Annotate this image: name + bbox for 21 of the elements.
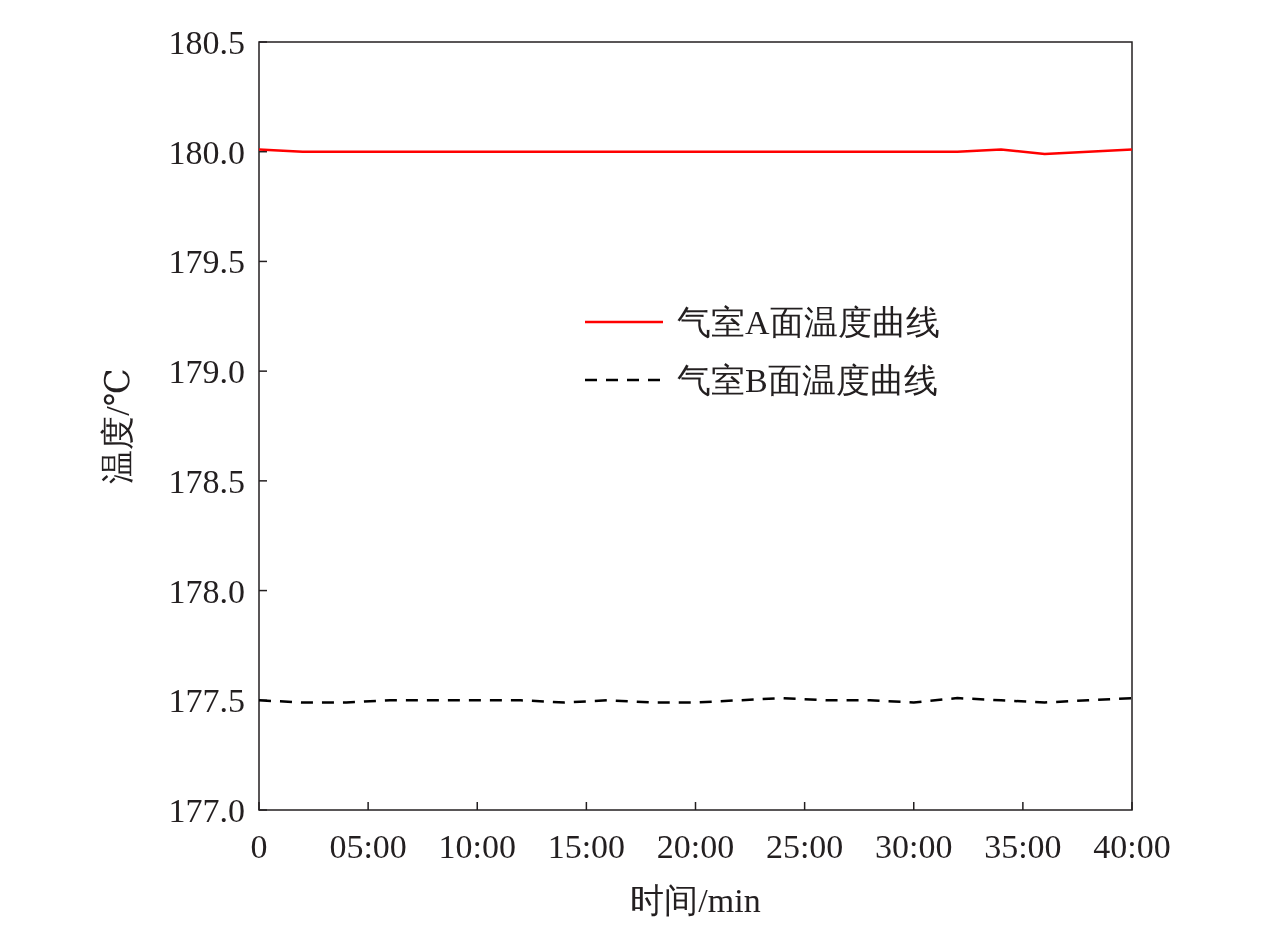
y-tick-label: 180.5 bbox=[168, 24, 245, 61]
x-tick-label: 0 bbox=[250, 828, 268, 865]
y-tick-label: 177.0 bbox=[168, 792, 245, 829]
x-tick-label: 05:00 bbox=[329, 828, 407, 865]
legend-label: 气室B面温度曲线 bbox=[677, 362, 938, 399]
x-tick-label: 10:00 bbox=[438, 828, 516, 865]
x-tick-label: 15:00 bbox=[547, 828, 626, 865]
y-tick-label: 177.5 bbox=[168, 682, 245, 720]
y-axis-title: 温度/℃ bbox=[99, 368, 136, 484]
x-axis-title: 时间/min bbox=[630, 882, 761, 919]
y-tick-label: 179.0 bbox=[168, 353, 245, 391]
x-tick-label: 25:00 bbox=[765, 828, 844, 865]
y-tick-label: 178.5 bbox=[168, 462, 245, 500]
x-tick-label: 30:00 bbox=[875, 828, 953, 865]
x-tick-label: 35:00 bbox=[984, 828, 1062, 865]
y-tick-label: 178.0 bbox=[168, 572, 245, 610]
x-tick-label: 40:00 bbox=[1093, 828, 1171, 865]
x-tick-label: 20:00 bbox=[656, 828, 735, 865]
legend-label: 气室A面温度曲线 bbox=[677, 304, 940, 341]
y-tick-label: 180.0 bbox=[168, 133, 245, 171]
y-tick-label: 179.5 bbox=[168, 243, 245, 281]
